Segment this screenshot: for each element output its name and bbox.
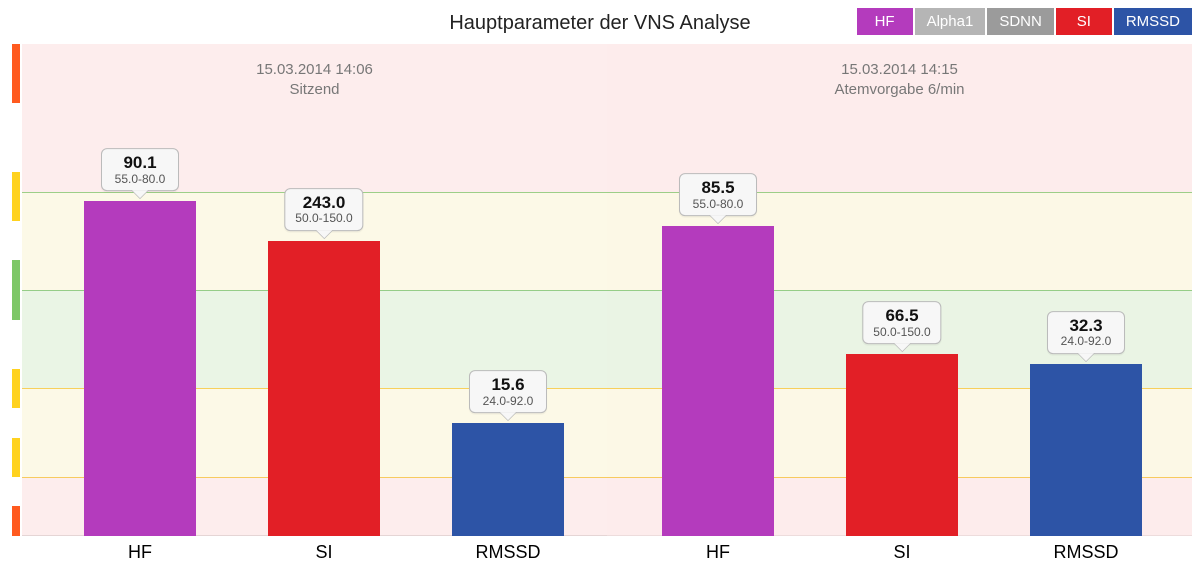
legend-item-sdnn[interactable]: SDNN <box>987 8 1054 35</box>
bar-si[interactable] <box>268 241 380 536</box>
tooltip-value: 66.5 <box>873 307 930 326</box>
tooltip-hf: 90.155.0-80.0 <box>101 149 179 192</box>
tooltip-rmssd: 32.324.0-92.0 <box>1047 311 1125 354</box>
xaxis-label: RMSSD <box>1053 542 1118 563</box>
zone <box>22 192 1192 290</box>
tooltip-range: 55.0-80.0 <box>112 173 168 186</box>
tooltip-value: 90.1 <box>112 155 168 174</box>
sidebar-marker <box>12 172 20 221</box>
tooltip-range: 55.0-80.0 <box>690 198 746 211</box>
zone <box>22 477 1192 536</box>
gridline <box>22 192 1192 193</box>
legend-item-alpha1[interactable]: Alpha1 <box>915 8 986 35</box>
sidebar-markers <box>12 44 20 536</box>
chart-title: Hauptparameter der VNS Analyse <box>449 12 750 35</box>
group-label: 15.03.2014 14:15 Atemvorgabe 6/min <box>607 60 1192 99</box>
legend: HFAlpha1SDNNSIRMSSD <box>857 8 1192 35</box>
bar-rmssd[interactable] <box>1030 364 1142 536</box>
bar-hf[interactable] <box>84 201 196 536</box>
tooltip-value: 243.0 <box>295 194 352 213</box>
bar-hf[interactable] <box>662 226 774 536</box>
tooltip-range: 50.0-150.0 <box>295 213 352 226</box>
xaxis-label: HF <box>706 542 730 563</box>
plot-outer: 15.03.2014 14:06 Sitzend90.155.0-80.0243… <box>12 44 1192 536</box>
plot-area: 15.03.2014 14:06 Sitzend90.155.0-80.0243… <box>22 44 1192 536</box>
legend-item-si[interactable]: SI <box>1056 8 1112 35</box>
sidebar-marker <box>12 369 20 408</box>
gridline <box>22 477 1192 478</box>
tooltip-range: 24.0-92.0 <box>480 395 536 408</box>
sidebar-marker <box>12 506 20 536</box>
xaxis-label: SI <box>315 542 332 563</box>
tooltip-si: 243.050.0-150.0 <box>284 188 363 231</box>
zone <box>22 290 1192 388</box>
tooltip-value: 15.6 <box>480 376 536 395</box>
bar-si[interactable] <box>846 354 958 536</box>
tooltip-si: 66.550.0-150.0 <box>862 301 941 344</box>
legend-item-hf[interactable]: HF <box>857 8 913 35</box>
sidebar-marker <box>12 260 20 319</box>
tooltip-value: 85.5 <box>690 179 746 198</box>
chart-header: Hauptparameter der VNS Analyse HFAlpha1S… <box>0 8 1200 38</box>
sidebar-marker <box>12 438 20 477</box>
tooltip-value: 32.3 <box>1058 317 1114 336</box>
group-label: 15.03.2014 14:06 Sitzend <box>22 60 607 99</box>
gridline <box>22 290 1192 291</box>
sidebar-marker <box>12 44 20 103</box>
xaxis-label: SI <box>893 542 910 563</box>
tooltip-rmssd: 15.624.0-92.0 <box>469 370 547 413</box>
xaxis-label: HF <box>128 542 152 563</box>
tooltip-hf: 85.555.0-80.0 <box>679 173 757 216</box>
xaxis-label: RMSSD <box>475 542 540 563</box>
tooltip-range: 24.0-92.0 <box>1058 336 1114 349</box>
tooltip-range: 50.0-150.0 <box>873 326 930 339</box>
legend-item-rmssd[interactable]: RMSSD <box>1114 8 1192 35</box>
vns-chart: Hauptparameter der VNS Analyse HFAlpha1S… <box>0 0 1200 575</box>
gridline <box>22 388 1192 389</box>
zone <box>22 388 1192 477</box>
bar-rmssd[interactable] <box>452 423 564 536</box>
